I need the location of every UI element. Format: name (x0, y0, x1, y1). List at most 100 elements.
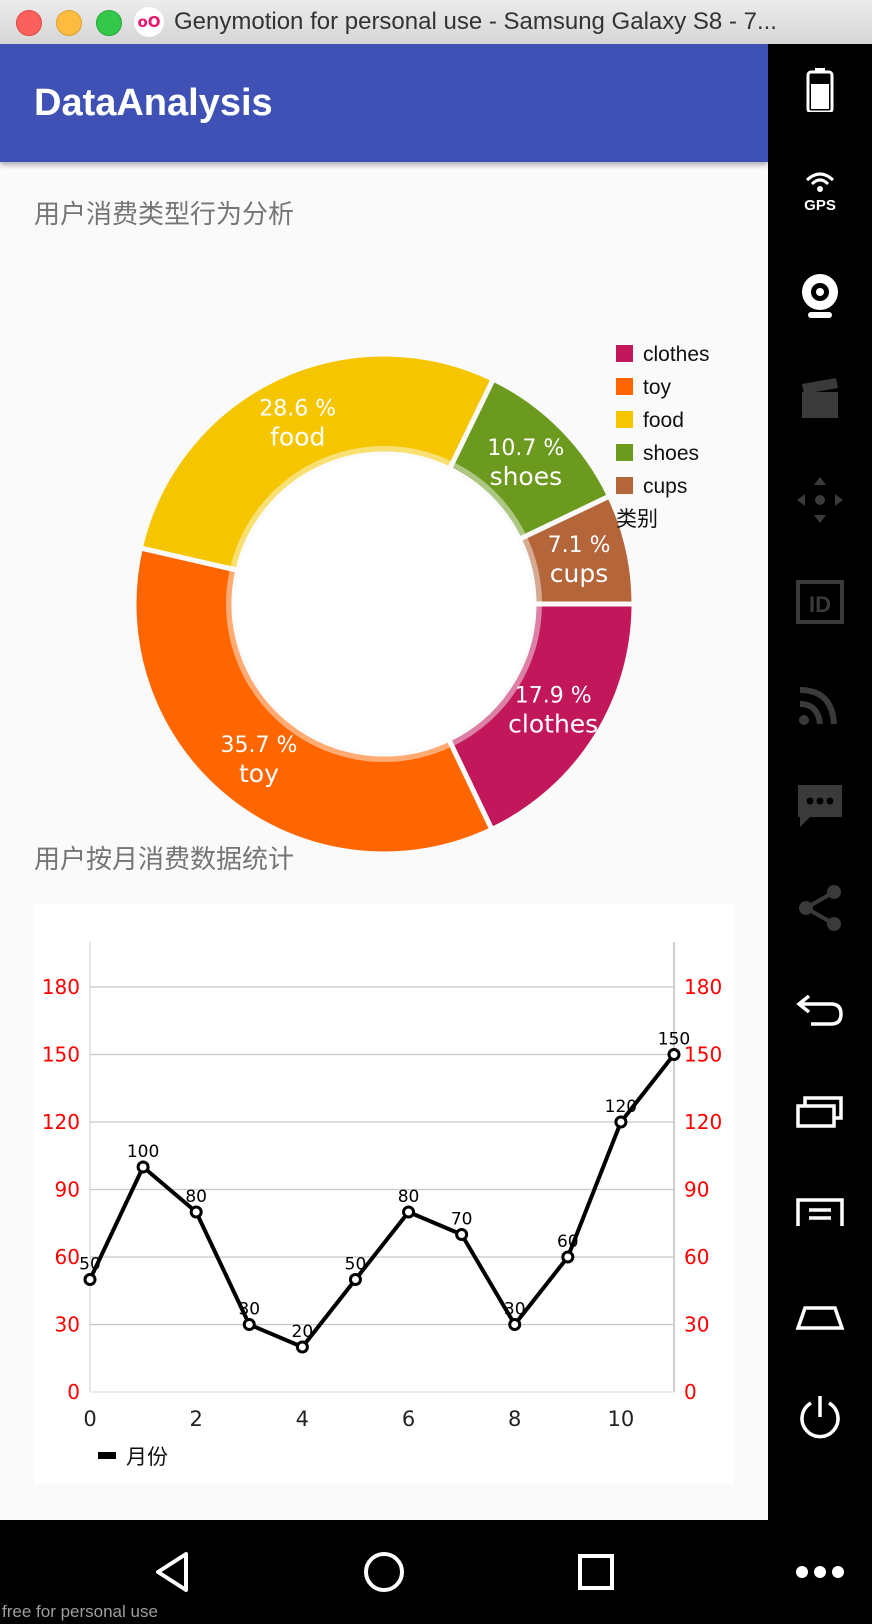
data-point (136, 1160, 150, 1174)
message-icon[interactable] (790, 776, 850, 836)
y-tick-label-right: 60 (684, 1245, 709, 1269)
legend-title: 类别 (616, 507, 658, 531)
rss-icon[interactable] (790, 674, 850, 734)
y-tick-label-right: 90 (684, 1178, 709, 1202)
data-point (508, 1318, 522, 1331)
home-circle-icon[interactable] (354, 1542, 414, 1602)
x-tick-label: 4 (296, 1407, 309, 1431)
pie-slice-cups (515, 492, 637, 607)
watermark-text: free for personal use (2, 1602, 158, 1621)
dpad-icon[interactable] (790, 470, 850, 530)
recents-square-icon[interactable] (566, 1542, 626, 1602)
x-tick-label: 2 (189, 1407, 202, 1431)
data-label: 70 (451, 1210, 473, 1230)
app-title: DataAnalysis (34, 82, 273, 124)
legend-swatch-cups (616, 477, 633, 494)
data-label: 20 (292, 1322, 314, 1342)
legend-swatch-shoes (616, 444, 633, 461)
pie-slice-clothes (445, 601, 637, 833)
data-point (83, 1273, 97, 1286)
data-label: 60 (557, 1232, 579, 1252)
data-label: 80 (398, 1187, 420, 1207)
data-label: 30 (238, 1300, 260, 1320)
power-icon[interactable] (790, 1388, 850, 1448)
pie-slice-percent-label: 17.9 % (515, 684, 592, 709)
share-icon[interactable] (790, 878, 850, 938)
window-titlebar: oO Genymotion for personal use - Samsung… (0, 0, 872, 45)
data-point (242, 1318, 256, 1331)
minimize-window-button[interactable] (56, 10, 82, 36)
back-icon[interactable] (790, 980, 850, 1040)
pie-slice-inner-band-cups (519, 535, 542, 604)
y-tick-label-left: 90 (55, 1178, 80, 1202)
back-triangle-icon[interactable] (142, 1542, 202, 1602)
legend-swatch-line (98, 1452, 116, 1459)
data-label: 80 (185, 1187, 207, 1207)
id-icon[interactable]: ID (790, 572, 850, 632)
x-tick-label: 6 (402, 1407, 415, 1431)
data-label: 30 (504, 1300, 526, 1320)
pie-slice-percent-label: 7.1 % (548, 533, 611, 558)
window-title: Genymotion for personal use - Samsung Ga… (174, 8, 777, 35)
pie-slice-inner-band-clothes (448, 604, 542, 747)
pie-slice-name-label: toy (239, 759, 279, 788)
webcam-icon[interactable] (790, 266, 850, 326)
y-tick-label-left: 180 (42, 975, 80, 999)
y-tick-label-right: 0 (684, 1380, 697, 1404)
data-label: 150 (658, 1030, 690, 1050)
data-point (189, 1205, 203, 1219)
data-label: 120 (605, 1097, 637, 1117)
svg-text:GPS: GPS (804, 197, 836, 212)
maximize-window-button[interactable] (96, 10, 122, 36)
emulator-sidebar: GPS ID (768, 44, 872, 1520)
gps-icon[interactable]: GPS (790, 162, 850, 222)
pie-slice-name-label: cups (550, 559, 608, 588)
pie-slice-name-label: shoes (490, 462, 563, 491)
recent-apps-icon[interactable] (790, 1082, 850, 1142)
pie-slice-food (137, 351, 497, 574)
legend-swatch-clothes (616, 345, 633, 362)
y-tick-label-right: 120 (684, 1110, 722, 1134)
x-tick-label: 8 (508, 1407, 521, 1431)
data-label: 50 (79, 1255, 101, 1275)
battery-icon[interactable] (790, 60, 850, 120)
data-point (561, 1250, 575, 1264)
data-point (402, 1205, 416, 1219)
legend-label-shoes: shoes (643, 442, 699, 465)
genymotion-logo-icon: oO (134, 7, 164, 37)
app-bar: DataAnalysis (0, 44, 768, 162)
pie-slice-name-label: food (270, 423, 325, 452)
pie-slice-percent-label: 35.7 % (221, 733, 298, 758)
pie-slice-inner-band-shoes (449, 461, 527, 540)
x-tick-label: 0 (83, 1407, 96, 1431)
y-tick-label-left: 120 (42, 1110, 80, 1134)
y-tick-label-left: 60 (55, 1245, 80, 1269)
y-tick-label-right: 30 (684, 1313, 709, 1337)
clapperboard-icon[interactable] (790, 368, 850, 428)
close-window-button[interactable] (16, 10, 42, 36)
more-icon[interactable] (790, 1542, 850, 1602)
pie-slice-name-label: clothes (508, 710, 598, 739)
pie-slice-percent-label: 28.6 % (259, 397, 336, 422)
pie-slice-percent-label: 10.7 % (487, 436, 564, 461)
legend-label-food: food (643, 409, 684, 432)
navigation-bar (0, 1520, 872, 1624)
y-tick-label-left: 0 (67, 1380, 80, 1404)
line-chart-card: 0 0 30 30 60 60 90 90 120 120 150 150 180 180 0 2 4 6 8 10 5… (34, 904, 734, 1484)
pie-section-title: 用户消费类型行为分析 (34, 200, 295, 230)
home-icon[interactable] (790, 1286, 850, 1346)
y-tick-label-right: 150 (684, 1043, 722, 1067)
series-line-月份 (88, 1053, 676, 1349)
legend-swatch-food (616, 411, 633, 428)
pie-slice-inner-band-food (230, 446, 454, 571)
y-tick-label-right: 180 (684, 975, 722, 999)
data-point (667, 1048, 681, 1061)
menu-icon[interactable] (790, 1184, 850, 1244)
legend-label-line: 月份 (126, 1445, 168, 1469)
x-tick-label: 10 (608, 1407, 635, 1431)
data-label: 50 (345, 1255, 367, 1275)
y-tick-label-left: 150 (42, 1043, 80, 1067)
legend-label-toy: toy (643, 376, 672, 399)
